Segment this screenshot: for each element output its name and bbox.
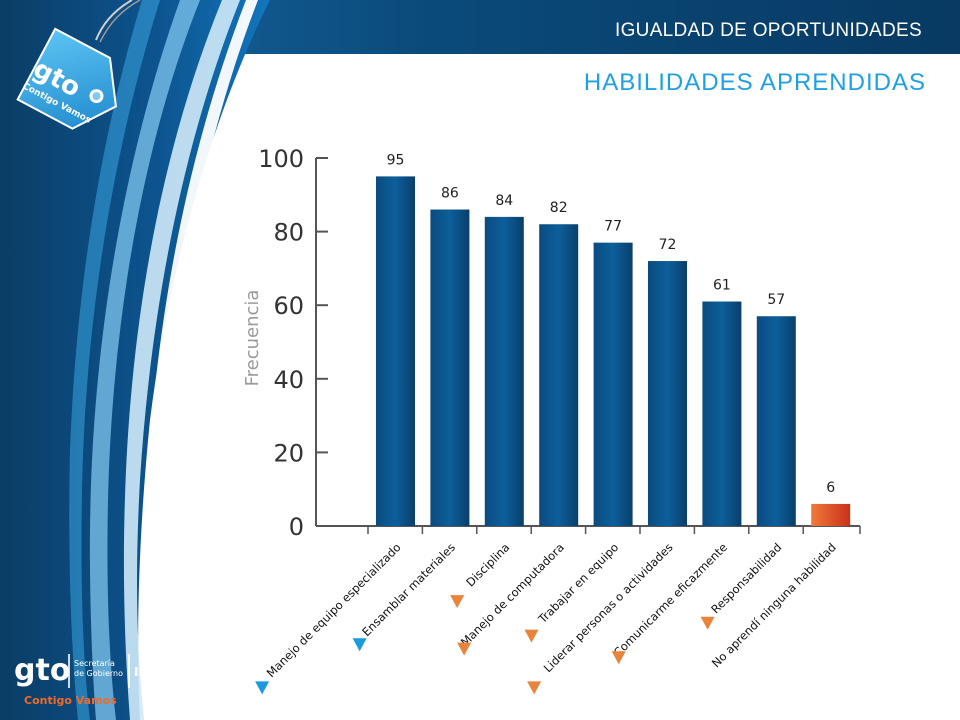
y-tick-label: 20 (273, 439, 304, 467)
marker-blue-icon (255, 681, 270, 695)
brand-tag (16, 27, 117, 130)
y-tick-label: 100 (258, 145, 304, 173)
bar (648, 261, 687, 526)
marker-orange-icon (450, 595, 465, 609)
marker-orange-icon (700, 616, 715, 630)
category-label: Ensamblar materiales (359, 540, 458, 639)
category-label: Comunicarme eficazmente (611, 540, 730, 659)
bar (811, 503, 851, 526)
y-tick-label: 60 (273, 292, 304, 320)
bar-value-label: 84 (495, 193, 513, 209)
footer-secretaria-line2: de Gobierno (74, 669, 123, 678)
footer-slogan: Contigo Vamos (24, 694, 117, 707)
bar-value-label: 86 (441, 186, 459, 202)
bar (539, 224, 579, 527)
marker-orange-icon (611, 651, 626, 665)
marker-blue-icon (352, 638, 367, 652)
category-label: Manejo de computadora (458, 540, 567, 649)
bar-value-label: 82 (550, 200, 568, 216)
bar (484, 216, 524, 526)
bar (430, 209, 470, 526)
slide-title: HABILIDADES APRENDIDAS (583, 69, 926, 96)
category-label: Disciplina (463, 540, 512, 589)
marker-orange-icon (457, 642, 472, 656)
section-title: IGUALDAD DE OPORTUNIDADES (615, 20, 922, 41)
brand-tag-text: gto Contigo Vamos (21, 54, 93, 126)
bar (702, 301, 742, 526)
y-tick-label: 80 (273, 219, 304, 247)
bar-value-label: 61 (713, 278, 731, 294)
bar (376, 176, 415, 526)
footer-logo: gto (14, 653, 70, 688)
bar-value-label: 57 (767, 292, 785, 308)
y-tick-label: 0 (289, 513, 304, 541)
bar-value-label: 77 (604, 219, 622, 235)
footer-secretaria-line1: Secretaría (74, 659, 115, 668)
bar-value-label: 6 (826, 480, 835, 496)
footer-imug: IMUG (134, 665, 170, 679)
footer-brand: gto Secretaría de Gobierno IMUG Contigo … (14, 653, 170, 707)
y-axis-title: Frecuencia (242, 290, 263, 387)
marker-orange-icon (524, 629, 539, 643)
marker-orange-icon (527, 681, 542, 695)
bar (756, 316, 796, 526)
bar-value-label: 95 (387, 152, 405, 168)
bar-value-label: 72 (659, 237, 677, 253)
y-tick-label: 40 (273, 366, 304, 394)
bar (593, 242, 633, 526)
